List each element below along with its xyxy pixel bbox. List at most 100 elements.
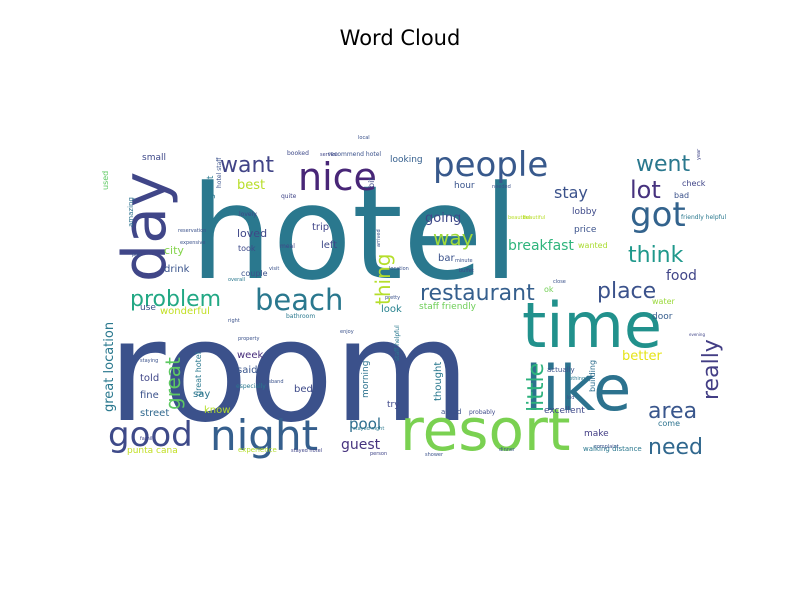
word-used: used <box>101 171 110 190</box>
word-hotel: hotel <box>190 157 519 309</box>
word-thought: thought <box>433 362 444 401</box>
word-friendly-helpful: friendly helpful <box>681 214 727 221</box>
word-staff-helpful: staff helpful <box>394 325 401 361</box>
word-building: building <box>588 360 597 392</box>
word-pool: pool <box>349 415 381 433</box>
word-lovely: lovely <box>239 211 257 218</box>
word-price: price <box>574 225 597 235</box>
word-look: look <box>381 304 402 315</box>
word-bar: bar <box>438 253 455 264</box>
word-reservation: reservation <box>178 228 206 234</box>
word-told: told <box>140 373 159 384</box>
word-resort: resort <box>400 396 571 464</box>
word-enjoy: enjoy <box>340 329 354 335</box>
word-bed: bed <box>294 384 313 395</box>
word-overall: overall <box>228 277 245 283</box>
word-know: know <box>204 405 230 416</box>
word-right: right <box>228 318 240 324</box>
word-staying: staying <box>140 358 158 364</box>
word-quite: quite <box>281 193 297 200</box>
word-complaint: complaint <box>594 444 619 450</box>
word-booked: booked <box>287 150 309 157</box>
word-loved: loved <box>237 227 267 240</box>
word-use: use <box>140 303 156 313</box>
word-punta-cana: punta cana <box>127 446 178 456</box>
word-service: service <box>320 152 338 158</box>
word-hotel-staff: hotel staff <box>216 157 223 188</box>
word-location: location <box>389 266 409 272</box>
word-said: said <box>237 365 257 376</box>
word-local: local <box>358 135 370 141</box>
word-say: say <box>193 389 210 400</box>
word-couple: couple <box>241 269 268 278</box>
word-time: time <box>522 289 662 362</box>
word-year: year <box>696 148 702 160</box>
word-looking: looking <box>390 155 423 165</box>
word-really: really <box>699 339 724 400</box>
word-lobby: lobby <box>572 207 597 217</box>
word-beautiful: beautiful <box>523 215 545 221</box>
word-property: property <box>238 336 259 342</box>
word-way: way <box>433 226 474 250</box>
word-meal: meal <box>280 243 295 250</box>
word-like: like <box>525 352 631 425</box>
word-better: better <box>622 349 662 364</box>
word-amazing: amazing <box>127 197 135 227</box>
word-asked: asked <box>441 408 462 416</box>
word-hotel-great: hotel great <box>206 175 216 225</box>
word-excellent: excellent <box>544 406 585 416</box>
word-minute: minute <box>455 258 473 264</box>
word-city: city <box>164 244 184 257</box>
word-great-location: great location <box>102 322 117 412</box>
word-day: day <box>110 172 180 282</box>
word-probably: probably <box>469 409 496 416</box>
word-beach: beach <box>255 283 343 317</box>
word-area: area <box>648 399 697 424</box>
word-best: best <box>237 178 265 193</box>
word-husband: husband <box>262 379 284 385</box>
word-make: make <box>584 429 609 439</box>
word-especially: especially <box>236 383 266 390</box>
word-bathroom: bathroom <box>286 313 315 320</box>
word-stay: stay <box>554 183 588 202</box>
word-great: great <box>161 357 185 410</box>
word-stayed-night: stayed night <box>353 426 384 432</box>
word-room: room <box>108 291 470 454</box>
word-try: try <box>387 400 400 410</box>
word-think: think <box>628 243 684 268</box>
word-guest: guest <box>341 437 381 453</box>
word-good: good <box>108 415 193 455</box>
word-walking-distance: walking distance <box>583 445 642 453</box>
word-morning: morning <box>361 361 371 398</box>
word-week: week <box>237 350 263 361</box>
word-bad: bad <box>674 191 689 200</box>
word-lot: lot <box>630 176 661 204</box>
word-people: people <box>433 145 548 185</box>
word-recommend-hotel: recommend hotel <box>328 151 381 158</box>
word-staff-friendly: staff friendly <box>419 302 477 312</box>
word-got: got <box>630 195 686 235</box>
word-went: went <box>636 152 690 177</box>
word-fine: fine <box>140 390 159 401</box>
word-dinner: dinner <box>499 447 516 453</box>
word-want: want <box>220 153 274 178</box>
word-family: family <box>140 436 155 442</box>
chart-title: Word Cloud <box>339 26 461 50</box>
word-ok: ok <box>544 285 554 294</box>
word-trip: trip <box>312 222 329 233</box>
word-person: person <box>370 451 387 457</box>
word-street: street <box>140 408 169 419</box>
word-needed: needed <box>492 184 511 190</box>
word-wonderful: wonderful <box>160 306 210 317</box>
word-going: going <box>425 211 461 226</box>
word-night: night <box>210 411 318 460</box>
word-drink: drink <box>164 264 190 275</box>
word-buffet: buffet <box>459 268 474 274</box>
word-pay: pay <box>132 252 141 258</box>
word-check: check <box>682 179 706 188</box>
word-pretty: pretty <box>385 295 400 301</box>
word-took: took <box>238 244 256 253</box>
word-expensive: expensive <box>180 240 205 246</box>
word-need: need <box>648 435 703 460</box>
